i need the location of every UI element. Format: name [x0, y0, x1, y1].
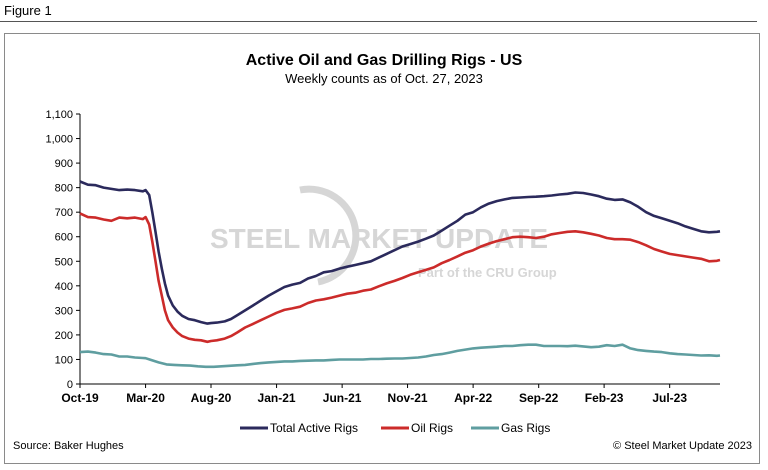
copyright-note: © Steel Market Update 2023: [613, 440, 752, 452]
chart-frame: [4, 33, 760, 464]
y-axis: 0 100 200 300 400 500 600 700 800 900 1,000 1,100: [45, 109, 81, 391]
y-tick-label: 400: [55, 281, 73, 293]
y-tick-label: 700: [55, 207, 73, 219]
source-note: Source: Baker Hughes: [13, 440, 124, 452]
watermark-brand: STEEL MARKET UPDATE: [210, 223, 548, 254]
figure-rule: [0, 21, 757, 22]
legend-label-oil: Oil Rigs: [411, 421, 453, 435]
series-group: [79, 180, 721, 369]
x-tick-label: Feb-23: [585, 391, 624, 405]
x-axis: Oct-19 Mar-20 Aug-20 Jan-21 Jun-21 Nov-21 Apr-…: [61, 383, 720, 405]
figure-label: Figure 1: [4, 3, 52, 18]
x-tick-label: Apr-22: [454, 391, 492, 405]
watermark: STEEL MARKET UPDATE Part of the CRU Grou…: [210, 185, 557, 286]
y-tick-label: 300: [55, 305, 73, 317]
y-tick-label: 1,000: [45, 134, 73, 146]
x-tick-label: Jun-21: [323, 391, 362, 405]
y-tick-label: 200: [55, 330, 73, 342]
x-tick-label: Mar-20: [126, 391, 165, 405]
legend-label-total: Total Active Rigs: [270, 421, 358, 435]
series-line-total: [79, 180, 721, 325]
x-tick-label: Nov-21: [388, 391, 428, 405]
y-tick-label: 800: [55, 183, 73, 195]
watermark-tagline: Part of the CRU Group: [418, 265, 557, 280]
x-tick-label: Jul-23: [652, 391, 687, 405]
y-tick-label: 1,100: [45, 109, 73, 121]
x-tick-label: Oct-19: [61, 391, 99, 405]
series-line-oil: [79, 212, 721, 344]
y-tick-label: 100: [55, 354, 73, 366]
y-tick-label: 500: [55, 256, 73, 268]
y-tick-label: 600: [55, 232, 73, 244]
x-tick-label: Jan-21: [258, 391, 296, 405]
x-tick-label: Aug-20: [191, 391, 232, 405]
series-line-gas: [79, 343, 721, 369]
chart-subtitle: Weekly counts as of Oct. 27, 2023: [285, 71, 483, 86]
y-tick-label: 900: [55, 158, 73, 170]
legend-label-gas: Gas Rigs: [501, 421, 550, 435]
x-tick-label: Sep-22: [519, 391, 559, 405]
legend: Total Active Rigs Oil Rigs Gas Rigs: [240, 421, 550, 435]
watermark-swoosh-icon: [299, 185, 360, 286]
chart-title: Active Oil and Gas Drilling Rigs - US: [245, 52, 523, 69]
y-tick-label: 0: [67, 379, 73, 391]
